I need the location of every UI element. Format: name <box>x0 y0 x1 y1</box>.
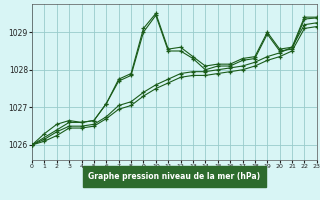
X-axis label: Graphe pression niveau de la mer (hPa): Graphe pression niveau de la mer (hPa) <box>88 172 260 181</box>
